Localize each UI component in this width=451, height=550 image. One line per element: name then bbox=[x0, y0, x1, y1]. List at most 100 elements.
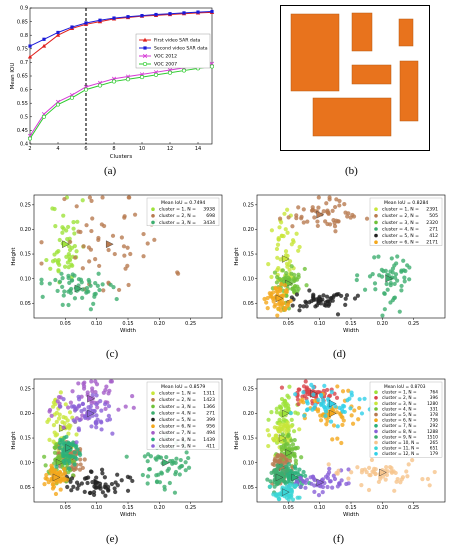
data-point bbox=[384, 465, 389, 470]
data-point bbox=[364, 216, 370, 221]
legend-swatch bbox=[374, 446, 378, 450]
data-point bbox=[288, 470, 293, 476]
data-point bbox=[61, 415, 66, 420]
data-point bbox=[71, 219, 76, 225]
data-point bbox=[67, 254, 72, 259]
y-tick-label: 0.15 bbox=[20, 436, 31, 442]
data-point bbox=[87, 259, 92, 264]
data-point bbox=[323, 303, 328, 308]
data-point bbox=[43, 463, 48, 468]
data-point bbox=[290, 224, 295, 229]
marker-circle bbox=[125, 77, 131, 82]
data-point bbox=[74, 440, 79, 445]
data-point bbox=[121, 244, 127, 249]
data-point bbox=[285, 420, 290, 425]
data-point bbox=[125, 488, 131, 493]
data-point bbox=[174, 456, 179, 461]
marker-circle bbox=[41, 114, 47, 119]
legend-cluster-label: cluster = 5, N = bbox=[382, 412, 417, 418]
data-point bbox=[72, 296, 78, 301]
data-point bbox=[392, 488, 397, 493]
x-tick-label: 0.20 bbox=[377, 505, 388, 511]
data-point bbox=[322, 383, 327, 388]
data-point bbox=[55, 399, 60, 404]
data-point bbox=[347, 396, 352, 401]
data-point bbox=[53, 223, 58, 229]
data-point bbox=[115, 472, 120, 477]
legend-cluster-label: cluster = 1, N = bbox=[382, 390, 417, 396]
legend-swatch bbox=[374, 418, 378, 422]
x-tick-label: 0.10 bbox=[314, 321, 325, 327]
data-point bbox=[285, 207, 290, 212]
x-tick-label: 2 bbox=[28, 146, 31, 152]
data-point bbox=[110, 233, 116, 238]
y-axis-label: Mean IOU bbox=[10, 63, 16, 90]
legend-entry: Second video SAR data bbox=[154, 46, 208, 52]
data-point bbox=[56, 416, 62, 421]
data-point bbox=[78, 462, 83, 467]
data-point bbox=[274, 280, 280, 285]
data-point bbox=[407, 277, 412, 282]
legend-cluster-count: 331 bbox=[430, 406, 438, 412]
cluster-points bbox=[54, 434, 83, 471]
data-point bbox=[111, 285, 116, 290]
data-point bbox=[42, 482, 47, 487]
data-point bbox=[359, 470, 365, 475]
x-tick-label: 0.05 bbox=[60, 505, 71, 511]
data-point bbox=[54, 464, 59, 469]
data-point bbox=[316, 205, 321, 210]
data-point bbox=[352, 408, 357, 413]
panel-label-b: (b) bbox=[345, 165, 358, 177]
data-point bbox=[333, 404, 338, 409]
data-point bbox=[130, 393, 135, 399]
data-point bbox=[154, 479, 160, 485]
x-tick-label: 14 bbox=[195, 146, 201, 152]
data-point bbox=[266, 417, 271, 422]
data-point bbox=[267, 484, 273, 489]
data-point bbox=[100, 195, 105, 200]
data-point bbox=[89, 379, 94, 384]
data-point bbox=[385, 469, 390, 474]
data-point bbox=[58, 487, 63, 492]
data-point bbox=[280, 468, 285, 473]
data-point bbox=[93, 257, 98, 262]
data-point bbox=[86, 405, 91, 410]
y-tick-label: 0.6 bbox=[20, 87, 28, 93]
data-point bbox=[62, 196, 67, 202]
data-point bbox=[330, 485, 335, 490]
cluster-centroid bbox=[316, 210, 325, 219]
data-point bbox=[309, 382, 314, 387]
data-point bbox=[321, 404, 327, 409]
data-point bbox=[296, 286, 301, 291]
y-tick-label: 0.25 bbox=[243, 387, 254, 393]
y-tick-label: 0.4 bbox=[20, 142, 28, 148]
data-point bbox=[343, 296, 348, 301]
data-point bbox=[146, 467, 152, 472]
data-point bbox=[56, 249, 61, 254]
x-tick-label: 0.10 bbox=[91, 321, 102, 327]
data-point bbox=[325, 484, 330, 490]
data-point bbox=[410, 458, 415, 463]
data-point bbox=[81, 244, 86, 249]
data-point bbox=[162, 487, 167, 492]
data-point bbox=[324, 201, 329, 206]
legend-swatch bbox=[374, 424, 378, 428]
data-point bbox=[280, 432, 285, 437]
data-point bbox=[320, 397, 326, 402]
data-point bbox=[301, 469, 306, 475]
data-point bbox=[285, 393, 290, 398]
cluster-points bbox=[39, 271, 119, 312]
data-point bbox=[388, 465, 393, 470]
legend-cluster-count: 2171 bbox=[426, 240, 438, 246]
data-point bbox=[311, 392, 316, 397]
data-point bbox=[61, 397, 66, 402]
data-point bbox=[319, 401, 324, 406]
data-point bbox=[292, 464, 297, 469]
data-point bbox=[287, 384, 292, 389]
data-point bbox=[63, 402, 68, 407]
data-point bbox=[277, 225, 282, 230]
x-tick-label: 0.15 bbox=[122, 505, 133, 511]
data-point bbox=[335, 424, 340, 429]
data-point bbox=[399, 283, 404, 289]
data-point bbox=[63, 457, 69, 462]
